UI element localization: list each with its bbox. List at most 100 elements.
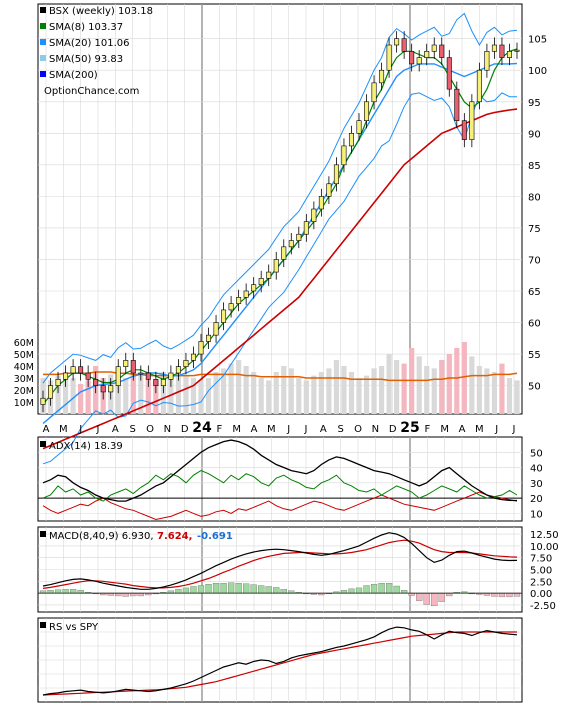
volume-average-line [43,371,518,382]
macd-signal-value-label: -0.691 [197,531,233,542]
volume-bar [251,372,257,414]
price-candle [183,360,189,367]
volume-bar [514,380,520,414]
macd-histogram-bar [69,589,77,594]
rs-label: RS vs SPY [49,622,99,633]
volume-bar [491,372,498,414]
macd-histogram-bar [355,587,363,594]
price-candle [311,208,317,222]
price-y-tick: 105 [528,35,547,46]
price-candle [130,360,136,374]
volume-bar [138,375,144,414]
legend-swatch [40,7,46,13]
legend-swatch [40,23,46,29]
volume-bar [394,360,400,414]
price-candle [409,51,415,65]
price-candle [198,341,204,355]
price-candle [439,44,445,58]
x-tick-label: M [475,424,484,435]
macd-histogram-bar [416,592,423,601]
x-tick-label: S [337,424,343,435]
macd-histogram-bar [235,583,242,594]
price-candle [386,44,392,71]
price-candle [115,366,121,386]
volume-bar [469,356,475,414]
volume-bar [476,366,482,414]
macd-histogram-bar [250,584,257,594]
price-candle [175,366,181,374]
x-tick-label: 24 [192,420,212,436]
legend-label: BSX (weekly) 103.18 [49,6,153,17]
x-tick-label: J [286,424,290,435]
x-tick-label: A [112,424,119,435]
volume-bar [446,354,452,414]
volume-bar [326,368,332,414]
macd-histogram-bar [122,592,129,597]
price-candle [108,385,114,393]
volume-bar [183,375,189,414]
price-y-tick: 100 [528,66,547,77]
price-y-tick: 60 [528,319,541,330]
x-tick-label: O [146,424,154,435]
x-tick-label: F [424,424,430,435]
macd-histogram-bar [393,585,400,594]
price-candle [258,278,264,285]
volume-bar [243,366,249,414]
macd-histogram-bar [137,592,144,597]
macd-histogram-bar [227,582,235,594]
price-candle [288,240,294,248]
rs-line [42,626,518,696]
volume-bar [461,342,467,414]
price-candle [160,379,166,386]
watermark-text: OptionChance.com [44,86,139,97]
price-candle [281,246,287,260]
macd-histogram-bar [243,583,250,594]
macd-histogram-bar [190,586,197,594]
price-candle [431,44,437,52]
adx-label: ADX(14) 18.39 [49,441,123,452]
legend-swatch [40,55,46,61]
adx-y-tick: 40 [530,464,543,475]
volume-bar [311,375,317,414]
volume-bar [333,360,340,414]
price-candle [190,353,196,361]
x-tick-label: A [320,424,327,435]
macd-signal-line [42,539,518,589]
macd-legend-swatch [40,531,46,537]
macd-histogram-bar [115,592,122,597]
volume-bar [356,378,362,414]
volume-y-tick: 20M [14,386,34,397]
macd-histogram-bar [340,590,348,594]
macd-line [42,532,518,590]
price-candle [63,372,69,380]
macd-histogram-bar [265,586,272,594]
macd-histogram-bar [363,585,370,594]
volume-bar [341,366,347,414]
legend-swatch [40,39,46,45]
volume-bar [145,378,151,414]
macd-histogram-bar [498,592,506,598]
price-candle [394,38,400,46]
macd-histogram-bar [491,592,498,597]
volume-y-tick: 50M [14,350,34,361]
macd-y-tick: 12.50 [530,530,559,541]
volume-bar [236,360,242,414]
volume-bar [168,378,174,414]
volume-bar [318,372,324,414]
price-candle [273,259,279,273]
macd-y-tick: 7.50 [530,554,552,565]
x-tick-label: D [181,424,189,435]
adx-y-tick: 10 [530,509,543,520]
volume-bar [401,363,407,414]
x-tick-label: J [78,424,82,435]
price-candle [40,397,46,405]
macd-histogram-bar [370,583,378,594]
price-candle [401,38,407,52]
x-tick-label: A [459,424,466,435]
macd-histogram-bar [182,587,190,594]
volume-bar [228,363,234,414]
macd-histogram-bar [54,589,62,594]
x-tick-label: N [372,424,379,435]
